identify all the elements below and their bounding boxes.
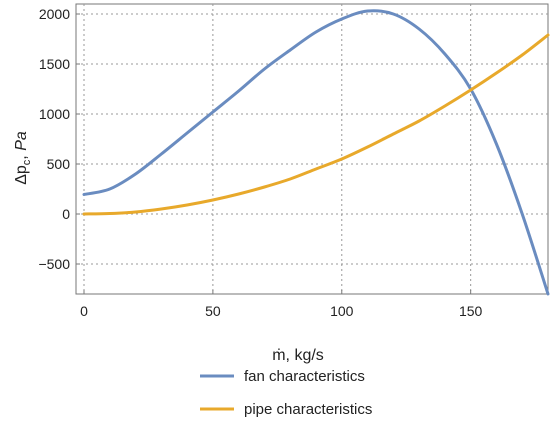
grid — [76, 4, 548, 294]
x-tick-label: 0 — [80, 303, 88, 319]
y-tick-label: 1000 — [39, 106, 70, 122]
y-tick-label: 1500 — [39, 56, 70, 72]
legend: fan characteristics pipe characteristics — [200, 368, 372, 418]
y-axis-label-symbol: Δp — [13, 165, 30, 185]
y-tick-label: 0 — [62, 206, 70, 222]
y-axis-label-subscript: c — [21, 159, 33, 165]
y-tick-label: −500 — [38, 256, 70, 272]
svg-text:Δpc, Pa: Δpc, Pa — [13, 131, 33, 185]
y-tick-label: 500 — [47, 156, 71, 172]
fan-characteristics-line — [82, 9, 550, 296]
legend-label-fan: fan characteristics — [244, 368, 365, 385]
x-tick-label: 50 — [205, 303, 221, 319]
x-axis-label: ṁ, kg/s — [272, 347, 324, 364]
series — [82, 9, 550, 296]
y-axis-label-unit: Pa — [13, 131, 30, 151]
x-tick-label: 150 — [459, 303, 483, 319]
ticks: 0 50 100 150 −500 0 500 1000 1500 2000 — [38, 6, 482, 319]
pipe-characteristics-line — [82, 33, 550, 216]
y-tick-label: 2000 — [39, 6, 70, 22]
plot-frame — [75, 3, 549, 295]
x-tick-label: 100 — [330, 303, 354, 319]
legend-label-pipe: pipe characteristics — [244, 401, 372, 418]
y-axis-label: Δpc, Pa — [13, 131, 33, 185]
